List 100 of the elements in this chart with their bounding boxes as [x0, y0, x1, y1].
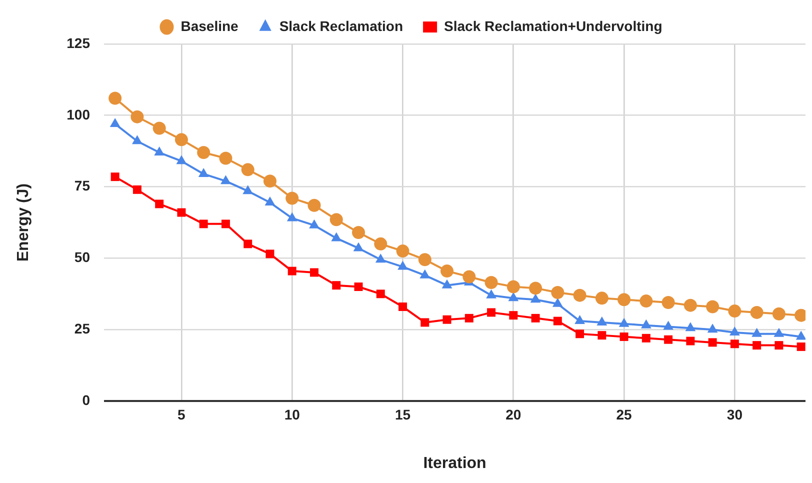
- point: [221, 220, 230, 228]
- point: [618, 293, 631, 306]
- point: [462, 270, 476, 284]
- point: [110, 118, 120, 127]
- point: [506, 280, 520, 294]
- point: [642, 334, 650, 342]
- point: [509, 311, 518, 320]
- point: [640, 294, 653, 308]
- point: [108, 92, 122, 105]
- point: [242, 185, 254, 194]
- point: [375, 254, 386, 263]
- point: [354, 282, 363, 292]
- x-tick-label: 10: [284, 406, 300, 422]
- point: [620, 332, 628, 341]
- point: [309, 219, 320, 228]
- point: [199, 220, 208, 228]
- y-tick-label: 50: [74, 249, 90, 266]
- point: [508, 292, 519, 302]
- y-tick-label: 100: [66, 106, 90, 122]
- point: [442, 315, 452, 324]
- point: [220, 175, 231, 184]
- point: [177, 208, 186, 217]
- point: [442, 279, 452, 288]
- point: [530, 294, 541, 303]
- point: [595, 292, 608, 305]
- point: [154, 146, 165, 156]
- point: [531, 314, 540, 322]
- point: [664, 335, 673, 344]
- point: [576, 330, 584, 338]
- point: [663, 320, 674, 330]
- point: [728, 304, 742, 318]
- point: [376, 290, 385, 298]
- point: [241, 163, 254, 176]
- point: [264, 196, 276, 206]
- point: [353, 242, 364, 252]
- point: [750, 306, 764, 319]
- point: [352, 226, 365, 239]
- point: [573, 288, 586, 302]
- point: [244, 240, 252, 248]
- y-tick-label: 25: [74, 320, 90, 336]
- point: [752, 341, 762, 350]
- x-axis-title: Iteration: [423, 454, 486, 472]
- x-tick-label: 25: [616, 406, 632, 422]
- point: [198, 168, 209, 177]
- point: [398, 302, 407, 311]
- point: [263, 174, 276, 188]
- point: [132, 185, 142, 194]
- point: [331, 232, 342, 242]
- point: [685, 322, 696, 332]
- x-tick-label: 5: [178, 406, 186, 422]
- point: [286, 212, 298, 222]
- x-tick-label: 20: [506, 406, 522, 422]
- point: [796, 330, 806, 340]
- point: [707, 324, 718, 333]
- point: [420, 269, 430, 278]
- point: [396, 244, 410, 258]
- point: [288, 266, 296, 276]
- point: [398, 260, 408, 270]
- y-axis-title: Energy (J): [15, 183, 32, 262]
- point: [219, 152, 232, 165]
- point: [774, 341, 784, 350]
- point: [155, 200, 164, 208]
- x-tick-label: 30: [726, 406, 743, 422]
- legend-label: Slack Reclamation: [279, 18, 404, 34]
- point: [418, 253, 432, 266]
- point: [374, 237, 388, 250]
- point: [796, 342, 806, 351]
- point: [596, 316, 608, 326]
- point: [686, 336, 695, 346]
- point: [174, 133, 188, 146]
- point: [552, 298, 563, 307]
- point: [553, 316, 562, 326]
- point: [420, 318, 430, 327]
- y-tick-label: 125: [66, 34, 90, 51]
- point: [266, 250, 274, 258]
- y-tick-label: 75: [74, 178, 90, 194]
- point: [197, 146, 210, 160]
- point: [706, 300, 720, 314]
- point: [152, 122, 166, 135]
- point: [640, 319, 652, 328]
- point: [529, 282, 542, 295]
- point: [176, 155, 187, 164]
- point: [598, 331, 606, 340]
- legend-label: Slack Reclamation+Undervolting: [444, 18, 662, 34]
- point: [684, 298, 697, 312]
- point: [486, 289, 496, 298]
- point: [132, 135, 142, 144]
- point: [730, 340, 739, 348]
- point: [308, 198, 321, 212]
- point: [286, 192, 299, 205]
- point: [708, 338, 717, 347]
- point: [464, 314, 474, 322]
- point: [551, 286, 564, 299]
- point: [729, 326, 740, 336]
- point: [110, 172, 120, 182]
- x-tick-label: 15: [394, 406, 411, 422]
- point: [574, 315, 585, 324]
- point: [484, 276, 498, 289]
- point: [332, 281, 341, 290]
- point: [330, 213, 343, 226]
